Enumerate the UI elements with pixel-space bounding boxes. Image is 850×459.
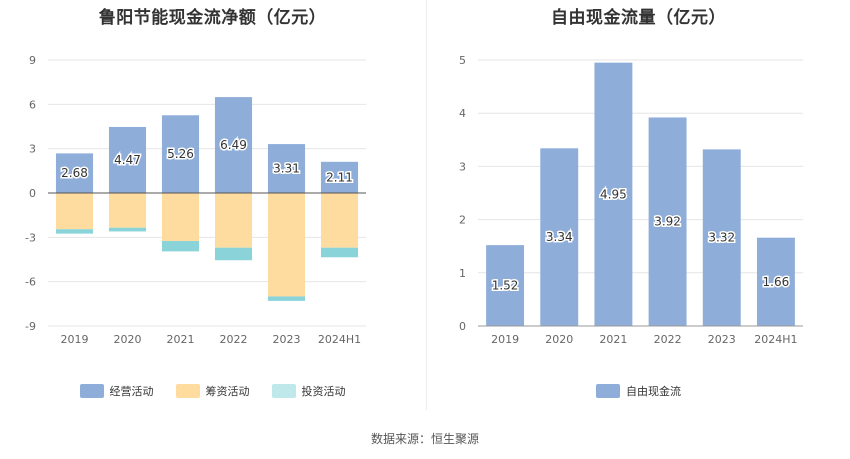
data-label: 1.52 <box>492 279 519 293</box>
bar-series-2 <box>161 241 200 252</box>
bar-primary <box>594 62 633 326</box>
x-tick-label: 2021 <box>167 333 195 346</box>
data-label: 2.11 <box>326 170 353 184</box>
y-tick-label: 9 <box>29 54 36 67</box>
x-tick-label: 2019 <box>61 333 89 346</box>
bar-series-1 <box>55 193 94 230</box>
bar-series-2 <box>55 229 94 234</box>
y-tick-label: 3 <box>29 143 36 156</box>
bar-series-1 <box>267 193 306 297</box>
data-label: 1.66 <box>763 275 790 289</box>
panel-divider <box>426 0 427 410</box>
bar-primary <box>214 97 253 193</box>
legend-swatch-financing <box>175 384 200 398</box>
x-tick-label: 2022 <box>654 333 682 346</box>
bar-primary <box>267 144 306 193</box>
bar-primary <box>648 117 687 327</box>
data-label: 4.95 <box>600 187 627 201</box>
legend-label-investing: 投资活动 <box>301 385 346 398</box>
y-tick-label: -3 <box>25 231 36 244</box>
free-cash-flow-chart-panel: 自由现金流量（亿元） 0 1 2 3 4 5 2019 2020 2021 2022 2023 202… <box>427 0 850 410</box>
cash-flow-chart-title: 鲁阳节能现金流净额（亿元） <box>98 8 327 28</box>
y-tick-label: 0 <box>29 187 36 200</box>
data-label: 3.32 <box>708 231 735 245</box>
y-tick-label: -6 <box>25 276 36 289</box>
y-tick-label: 3 <box>459 160 466 173</box>
bar-series-1 <box>214 193 253 248</box>
y-tick-label: 6 <box>29 98 36 111</box>
x-tick-label: 2022 <box>220 333 248 346</box>
y-tick-label: -9 <box>25 320 36 333</box>
y-tick-label: 5 <box>459 54 466 67</box>
cash-flow-legend: 经营活动 筹资活动 投资活动 <box>0 383 425 399</box>
legend-item-financing[interactable]: 筹资活动 <box>175 383 250 399</box>
bar-series-1 <box>320 193 359 248</box>
data-label: 6.49 <box>220 138 247 152</box>
legend-item-investing[interactable]: 投资活动 <box>271 383 346 399</box>
data-label: 3.92 <box>654 215 681 229</box>
cash-flow-chart-panel: 鲁阳节能现金流净额（亿元） -9 -6 -3 0 3 6 9 2019 2020 2021 2022… <box>0 0 425 410</box>
data-label: 4.47 <box>114 153 141 167</box>
cash-flow-chart-svg: -9 -6 -3 0 3 6 9 2019 2020 2021 2022 2023 2024H1 2.68… <box>25 54 366 346</box>
free-cash-flow-chart-svg: 0 1 2 3 4 5 2019 2020 2021 2022 2023 2024H1 1.52 3.34… <box>459 54 803 346</box>
data-label: 5.26 <box>167 147 194 161</box>
data-label: 3.34 <box>546 230 573 244</box>
legend-item-free-cash-flow[interactable]: 自由现金流 <box>596 383 681 399</box>
free-cash-flow-chart-title: 自由现金流量（亿元） <box>551 8 726 28</box>
x-tick-label: 2019 <box>491 333 519 346</box>
bar-primary <box>702 149 741 326</box>
y-tick-label: 4 <box>459 107 466 120</box>
legend-swatch-free-cash-flow <box>596 384 620 398</box>
legend-item-operating[interactable]: 经营活动 <box>79 383 154 399</box>
x-tick-label: 2020 <box>114 333 142 346</box>
bar-series-2 <box>108 227 147 232</box>
legend-swatch-investing <box>271 384 296 398</box>
bar-series-2 <box>320 247 359 258</box>
legend-label-free-cash-flow: 自由现金流 <box>626 385 681 398</box>
x-tick-label: 2024H1 <box>754 333 797 346</box>
y-tick-label: 0 <box>459 320 466 333</box>
bar-series-2 <box>214 247 253 261</box>
x-tick-label: 2023 <box>708 333 736 346</box>
bar-series-2 <box>267 296 306 301</box>
y-tick-label: 2 <box>459 214 466 227</box>
bar-primary <box>540 148 579 326</box>
x-tick-label: 2021 <box>599 333 627 346</box>
bar-series-1 <box>161 193 200 242</box>
bar-primary <box>55 153 94 193</box>
x-tick-label: 2024H1 <box>318 333 361 346</box>
legend-label-financing: 筹资活动 <box>205 385 250 398</box>
bar-primary <box>161 115 200 193</box>
bar-primary <box>108 126 147 193</box>
data-source-note: 数据来源：恒生聚源 <box>370 432 479 446</box>
bar-series-1 <box>108 193 147 228</box>
bar-primary <box>486 245 525 326</box>
y-tick-label: 1 <box>459 267 466 280</box>
x-tick-label: 2023 <box>273 333 301 346</box>
bar-primary <box>320 161 359 193</box>
x-tick-label: 2020 <box>545 333 573 346</box>
legend-swatch-operating <box>79 384 104 398</box>
bar-primary <box>756 237 795 326</box>
free-cash-flow-legend: 自由现金流 <box>427 383 850 399</box>
data-label: 3.31 <box>273 162 300 176</box>
data-label: 2.68 <box>61 166 88 180</box>
legend-label-operating: 经营活动 <box>109 385 154 398</box>
